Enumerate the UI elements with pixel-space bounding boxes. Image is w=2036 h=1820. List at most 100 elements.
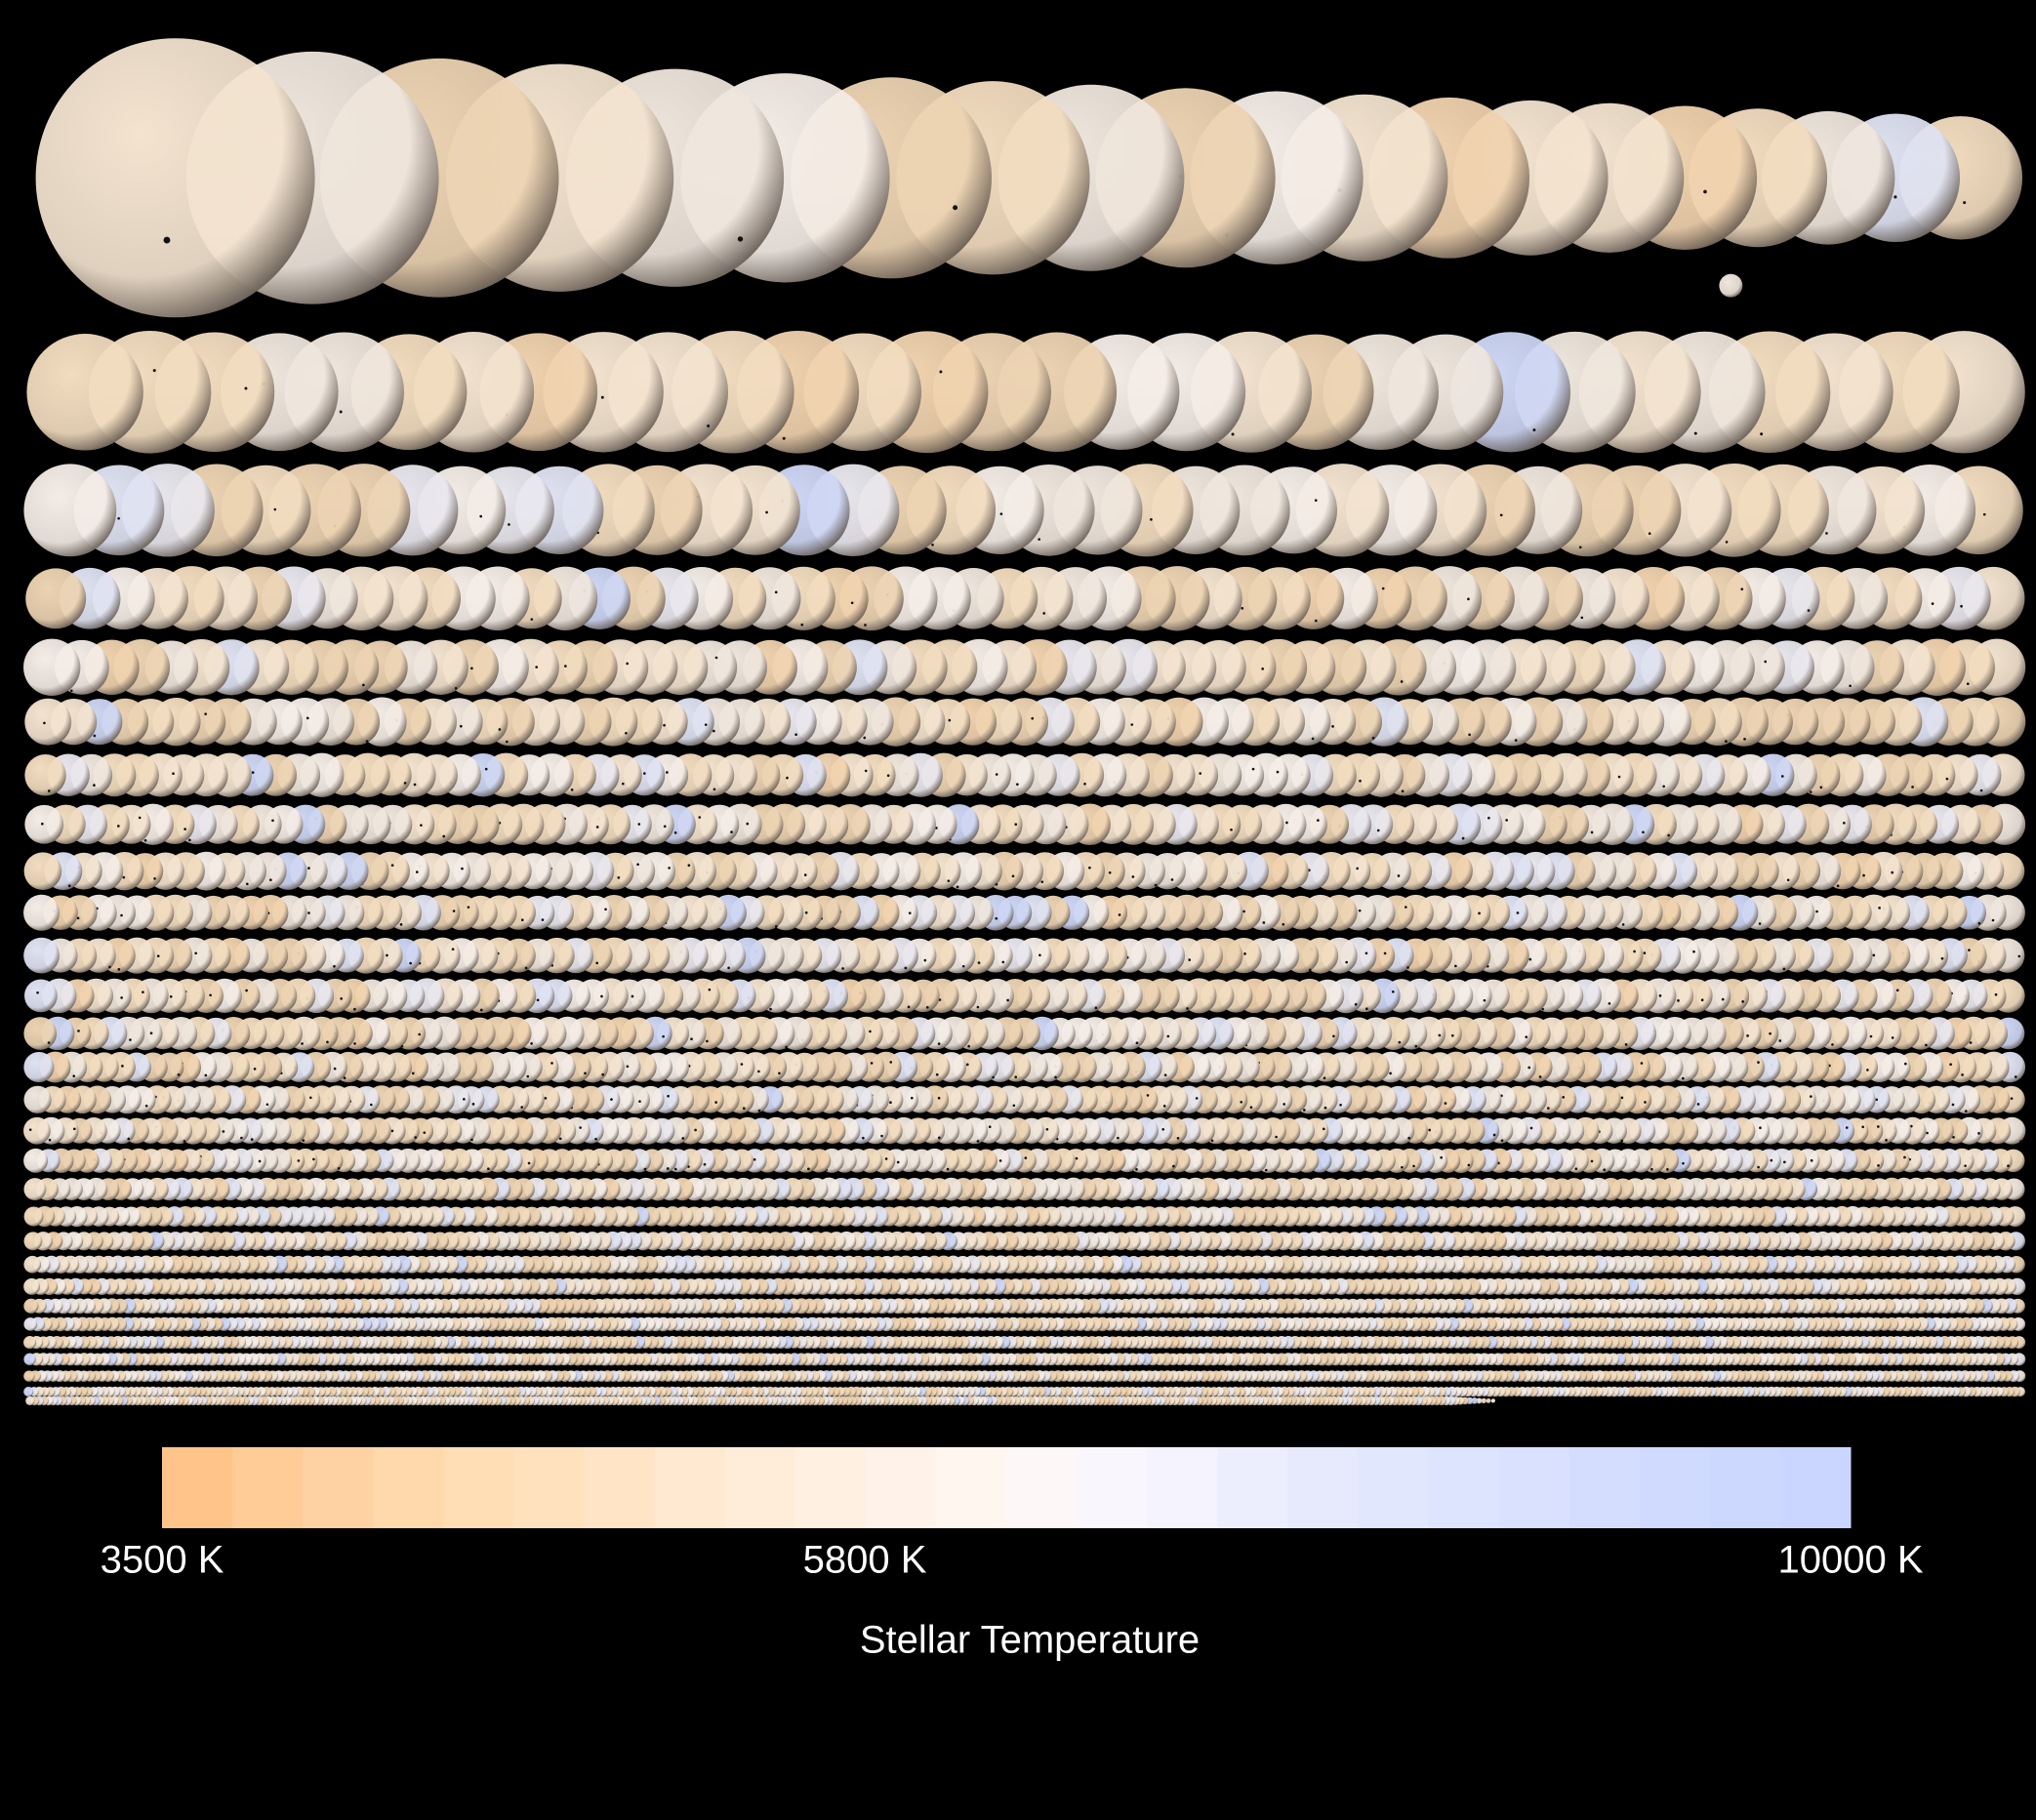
transit-dot (1492, 1133, 1496, 1137)
transit-dot (601, 1072, 604, 1076)
transit-dot (127, 1137, 131, 1141)
transit-dot (625, 731, 628, 735)
transit-dot (1866, 1069, 1869, 1072)
transit-dot (908, 911, 912, 915)
transit-dot (600, 994, 603, 998)
transit-dot (343, 1076, 346, 1079)
transit-dot (800, 623, 804, 627)
transit-dot (121, 1065, 124, 1068)
transit-dot (1323, 1106, 1327, 1110)
transit-dot (40, 822, 44, 826)
transit-dot (1951, 1103, 1955, 1107)
transit-dot (1529, 1126, 1533, 1130)
transit-dot (730, 830, 733, 833)
transit-dot (1845, 1126, 1849, 1129)
transit-dot (413, 783, 417, 787)
transit-dot (222, 1130, 225, 1133)
transit-dot (209, 993, 212, 997)
transit-dot (995, 882, 998, 886)
transit-dot (1040, 880, 1044, 883)
transit-dot (365, 740, 369, 743)
transit-dot (1909, 1124, 1913, 1128)
transit-dot (1721, 997, 1725, 1001)
transit-dot (757, 1070, 760, 1073)
transit-dot (1264, 1168, 1268, 1172)
transit-dot (48, 1138, 52, 1142)
transit-dot (1952, 1135, 1955, 1139)
transit-dot (956, 885, 959, 889)
transit-dot (305, 716, 309, 720)
transit-dot (418, 1032, 422, 1036)
transit-dot (667, 1094, 670, 1098)
transit-dot (610, 1098, 613, 1101)
transit-dot (1911, 786, 1914, 789)
transit-dot (1406, 966, 1409, 969)
transit-dot (1966, 682, 1970, 686)
transit-dot (663, 723, 666, 727)
transit-dot (1782, 967, 1786, 971)
transit-dot (1176, 1137, 1180, 1140)
transit-dot (1869, 1034, 1873, 1038)
transit-dot (1161, 1127, 1165, 1131)
transit-dot (1620, 1096, 1624, 1100)
transit-dot (907, 1005, 911, 1009)
transit-dot (1872, 953, 1876, 957)
transit-dot (931, 543, 934, 546)
transit-dot (794, 733, 797, 737)
transit-dot (595, 961, 599, 965)
transit-dot (245, 989, 248, 992)
transit-dot (617, 876, 621, 879)
transit-dot (663, 825, 667, 829)
transit-dot (269, 878, 272, 881)
star (23, 1255, 42, 1274)
transit-dot (786, 776, 789, 780)
transit-dot (1075, 1156, 1079, 1160)
transit-dot (967, 1044, 970, 1048)
transit-dot (1118, 913, 1121, 916)
transit-dot (564, 665, 567, 667)
transit-dot (1982, 512, 1986, 516)
transit-dot (1314, 619, 1318, 623)
transit-dot (937, 1096, 941, 1100)
transit-dot (67, 884, 71, 888)
transit-dot (333, 1067, 337, 1071)
transit-dot (163, 236, 171, 244)
transit-dot (864, 769, 868, 773)
transit-dot (1991, 918, 1995, 922)
star (23, 1206, 44, 1227)
transit-dot (703, 1162, 707, 1166)
transit-dot (479, 1008, 483, 1012)
transit-dot (1249, 1106, 1253, 1110)
star (23, 1232, 43, 1251)
transit-dot (965, 1063, 969, 1067)
transit-dot (1658, 994, 1662, 997)
transit-dot (1977, 921, 1981, 925)
transit-dot (122, 875, 126, 879)
star (23, 1317, 38, 1331)
transit-dot (308, 1096, 312, 1100)
transit-dot (1014, 1075, 1018, 1079)
transit-dot (937, 1136, 941, 1140)
transit-dot (850, 601, 854, 605)
transit-dot (390, 1129, 394, 1133)
transit-dot (337, 1167, 341, 1170)
transit-dot (117, 825, 120, 828)
transit-dot (1963, 201, 1967, 205)
transit-dot (886, 774, 890, 778)
transit-dot (785, 1045, 788, 1049)
transit-dot (807, 1167, 810, 1171)
transit-dot (1903, 1155, 1906, 1159)
transit-dot (1682, 1161, 1685, 1165)
transit-dot (1499, 513, 1503, 517)
transit-dot (976, 1140, 980, 1143)
transit-dot (1345, 960, 1348, 964)
transit-dot (976, 1005, 980, 1009)
transit-dot (923, 958, 927, 962)
transit-dot (713, 788, 716, 791)
transit-dot (1926, 1131, 1929, 1135)
transit-dot (2007, 1164, 2010, 1167)
transit-dot (1356, 867, 1359, 870)
star (23, 1051, 55, 1083)
star (23, 1178, 47, 1201)
